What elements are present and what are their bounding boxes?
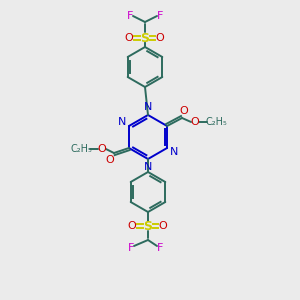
Text: S: S [140, 32, 149, 44]
Text: F: F [127, 11, 133, 21]
Text: N: N [144, 162, 152, 172]
Text: S: S [143, 220, 152, 232]
Text: C₂H₅: C₂H₅ [205, 117, 227, 127]
Text: C₂H₅: C₂H₅ [70, 144, 92, 154]
Text: N: N [144, 102, 152, 112]
Text: F: F [128, 243, 134, 253]
Text: N: N [170, 147, 178, 157]
Text: O: O [124, 33, 134, 43]
Text: O: O [128, 221, 136, 231]
Text: O: O [159, 221, 167, 231]
Text: O: O [191, 117, 200, 127]
Text: O: O [98, 144, 106, 154]
Text: F: F [157, 243, 163, 253]
Text: O: O [106, 155, 114, 165]
Text: N: N [118, 117, 126, 127]
Text: O: O [180, 106, 188, 116]
Text: O: O [156, 33, 164, 43]
Text: F: F [157, 11, 163, 21]
